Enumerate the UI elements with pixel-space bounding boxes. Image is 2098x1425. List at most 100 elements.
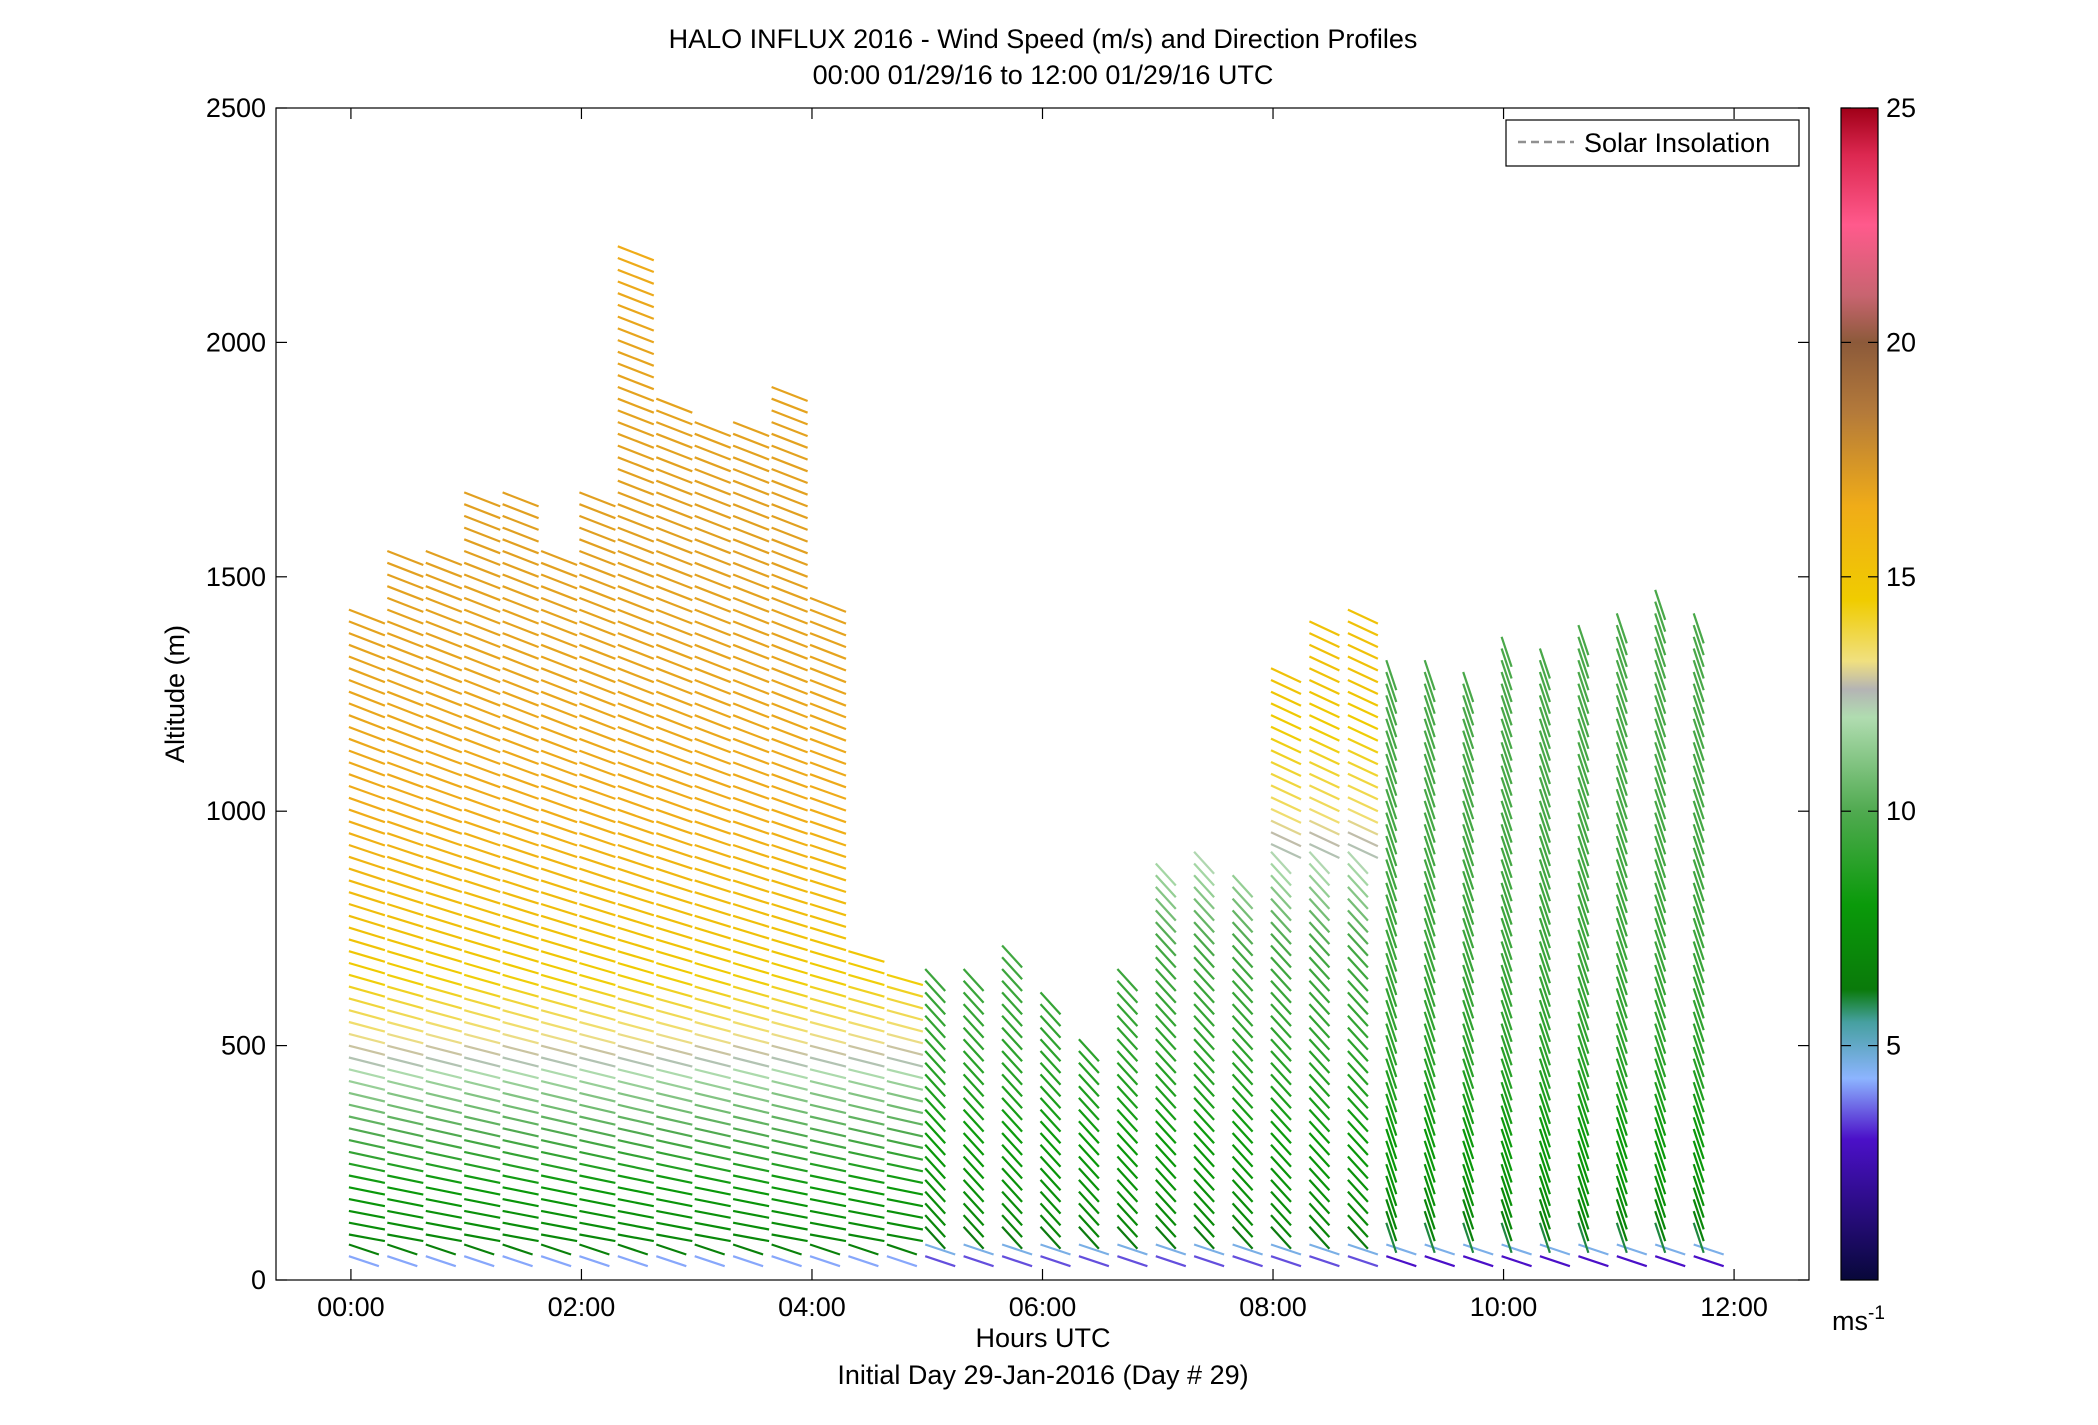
wind-barb — [1270, 979, 1292, 1004]
wind-barb — [1347, 886, 1369, 910]
wind-barb — [387, 985, 424, 998]
wind-barb — [694, 1150, 731, 1161]
wind-barb — [771, 1233, 808, 1243]
wind-barb — [771, 538, 808, 555]
wind-barb — [579, 655, 616, 672]
wind-barb — [1270, 874, 1292, 898]
wind-barb — [1116, 1085, 1139, 1109]
wind-barb — [924, 979, 947, 1004]
wind-barb — [1423, 683, 1436, 715]
wind-barb — [1538, 1058, 1551, 1090]
wind-barb — [1308, 1038, 1331, 1063]
wind-barb — [1231, 968, 1254, 992]
wind-barb — [1462, 1210, 1475, 1242]
wind-barb — [962, 1003, 985, 1027]
wind-barb — [502, 1139, 539, 1150]
wind-profile-column — [886, 973, 924, 1268]
wind-barb — [1347, 1073, 1369, 1098]
wind-barb — [617, 1243, 649, 1256]
wind-barb — [1078, 1120, 1100, 1145]
wind-barb — [348, 1162, 386, 1173]
wind-barb — [1078, 1132, 1100, 1156]
wind-barb — [732, 773, 770, 789]
wind-barb — [1385, 941, 1398, 972]
wind-barb — [656, 997, 693, 1010]
wind-barb — [502, 714, 539, 731]
wind-barb — [886, 1233, 924, 1243]
wind-barb — [617, 514, 655, 531]
wind-barb — [1615, 753, 1628, 785]
wind-barb — [886, 1115, 924, 1126]
wind-barb — [1347, 1190, 1369, 1215]
wind-barb — [1538, 800, 1551, 832]
wind-barb — [1539, 1255, 1571, 1268]
wind-barb — [771, 902, 808, 917]
wind-barb — [1538, 976, 1551, 1008]
wind-barb — [1615, 1105, 1628, 1136]
wind-barb — [348, 1209, 386, 1219]
wind-barb — [540, 1127, 578, 1138]
wind-barb — [463, 1080, 501, 1091]
wind-barb — [1270, 1132, 1292, 1156]
wind-barb — [1308, 944, 1331, 969]
wind-barb — [502, 1198, 539, 1208]
wind-profile-column — [1078, 1038, 1110, 1268]
wind-barb — [386, 714, 424, 731]
wind-barb — [463, 690, 501, 707]
wind-barb — [771, 1115, 808, 1126]
wind-barb — [732, 950, 770, 963]
wind-barb — [502, 561, 539, 578]
wind-barb — [1500, 1034, 1513, 1066]
wind-barb — [1693, 1243, 1725, 1256]
wind-barb — [848, 1198, 885, 1208]
wind-barb — [1654, 1011, 1667, 1043]
wind-barb — [886, 1103, 924, 1115]
wind-barb — [848, 1209, 885, 1219]
wind-barb — [1039, 1073, 1062, 1098]
wind-barb — [1231, 1097, 1254, 1121]
wind-barb — [579, 514, 616, 531]
wind-barb — [1615, 1011, 1628, 1043]
wind-barb — [1692, 1011, 1705, 1043]
wind-barb — [1654, 952, 1667, 984]
wind-barb — [425, 784, 463, 800]
wind-barb — [425, 690, 463, 707]
wind-barb — [1423, 1116, 1436, 1148]
wind-barb — [1500, 671, 1513, 703]
wind-barb — [617, 268, 655, 285]
wind-barb — [962, 1214, 985, 1238]
wind-barb — [886, 1032, 924, 1045]
wind-barb — [1385, 906, 1398, 937]
wind-profile-column — [1347, 608, 1379, 1268]
wind-barb — [463, 773, 501, 789]
wind-barb — [655, 561, 693, 578]
wind-barb — [1500, 1163, 1513, 1195]
wind-barb — [348, 808, 386, 824]
wind-barb — [1154, 874, 1177, 898]
wind-barb — [809, 1243, 841, 1256]
wind-barb — [540, 737, 578, 754]
wind-barb — [1193, 1003, 1215, 1027]
wind-barb — [655, 444, 693, 461]
wind-barb — [1078, 1038, 1100, 1063]
wind-barb — [1538, 1222, 1551, 1254]
wind-barb — [502, 655, 539, 672]
wind-barb — [771, 1243, 802, 1256]
wind-barb — [1577, 695, 1590, 726]
wind-barb — [1538, 1011, 1551, 1043]
wind-barb — [962, 1167, 985, 1191]
wind-barb — [732, 632, 770, 649]
wind-barb — [540, 1221, 578, 1231]
wind-barb — [1385, 800, 1398, 832]
wind-barb — [771, 585, 808, 602]
wind-barb — [502, 549, 539, 567]
wind-barb — [1347, 632, 1379, 649]
wind-barb — [1385, 788, 1398, 820]
x-tick-label: 06:00 — [1009, 1292, 1077, 1322]
wind-barb — [1347, 862, 1369, 887]
wind-barb — [1577, 683, 1590, 715]
wind-barb — [1347, 1120, 1369, 1145]
wind-barb — [1538, 999, 1551, 1031]
wind-profile-column — [1193, 851, 1225, 1268]
wind-barb — [1231, 874, 1254, 898]
